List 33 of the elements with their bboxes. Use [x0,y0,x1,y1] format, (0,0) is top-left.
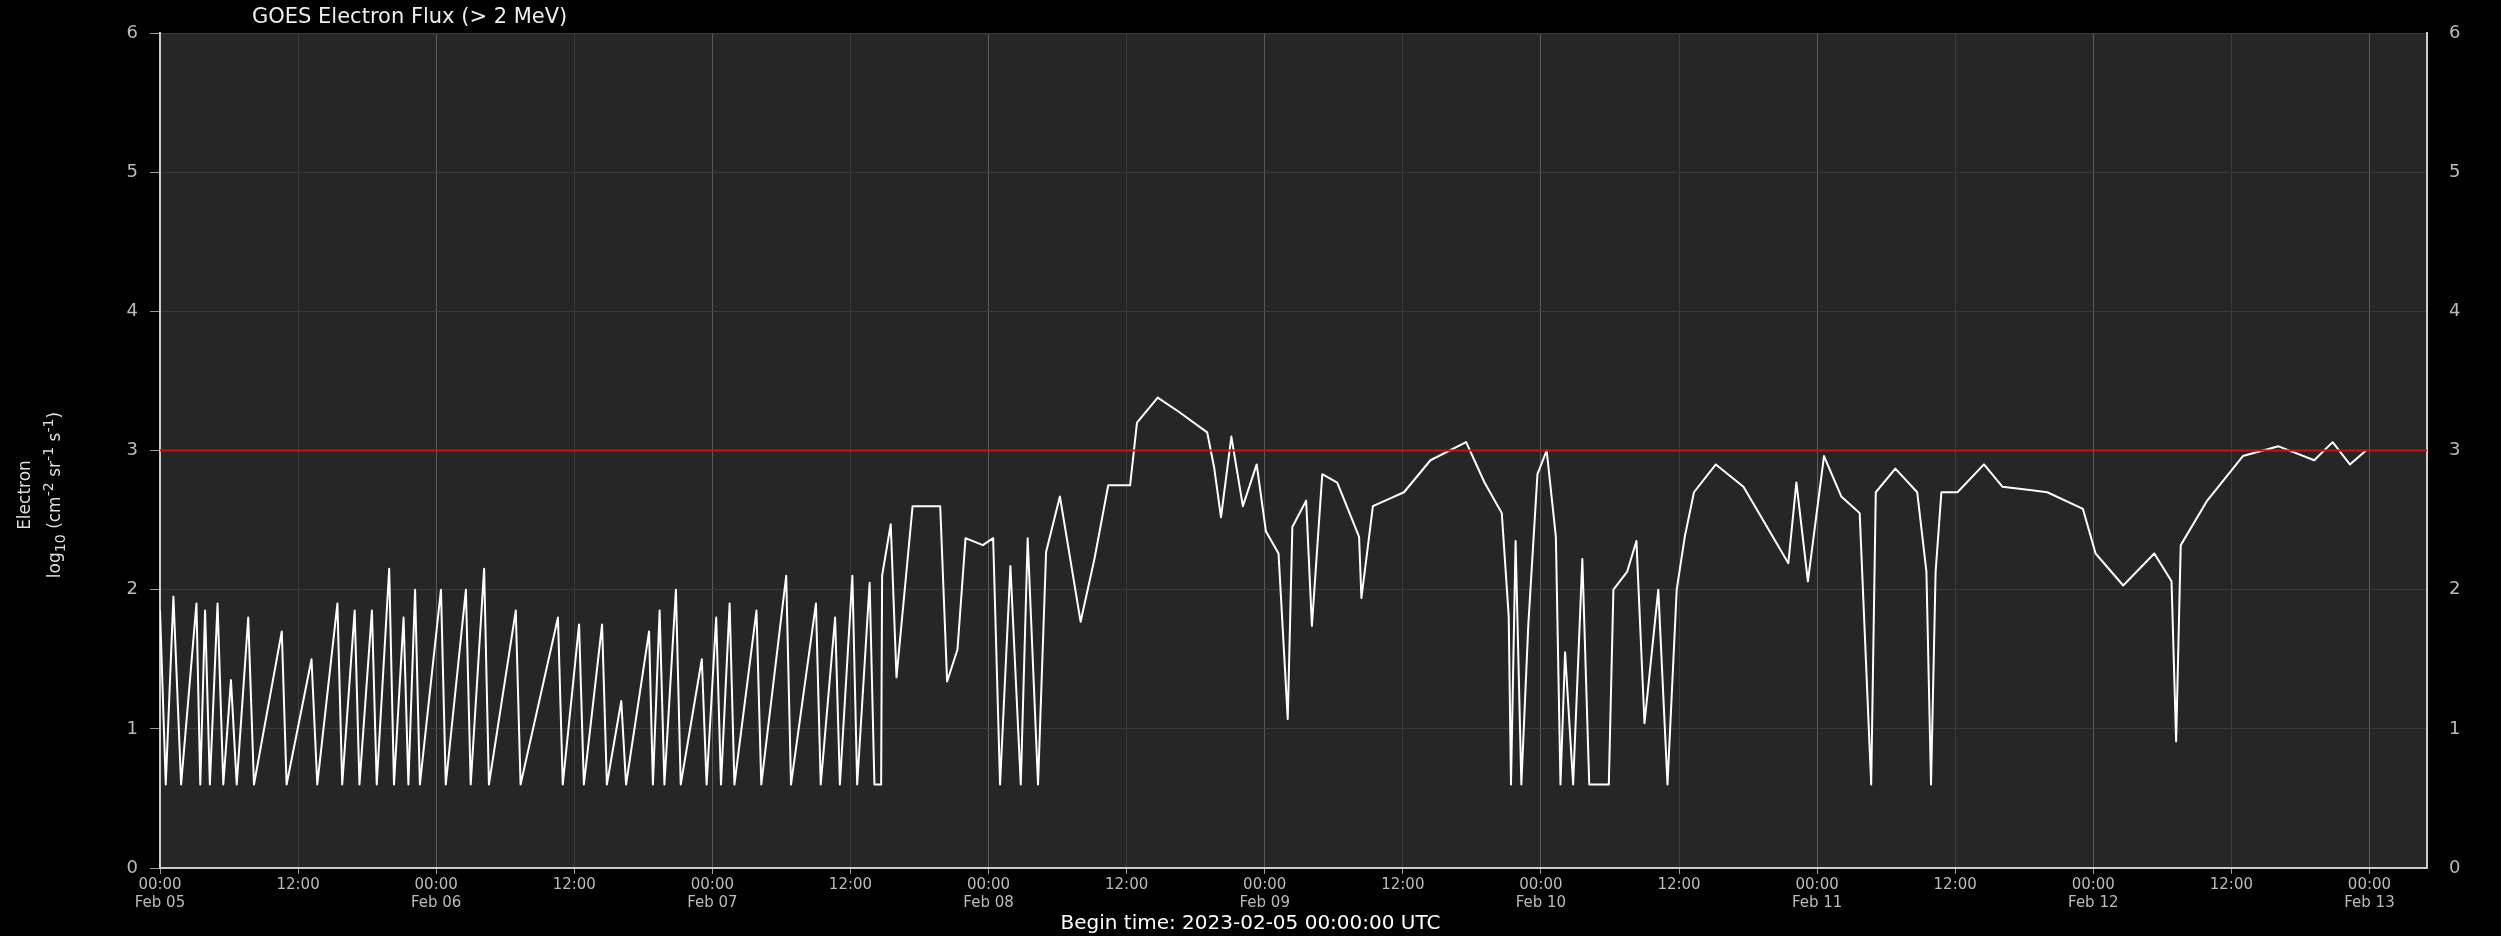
y-tick-label: 6 [126,20,138,42]
x-tick-label: 00:00 Feb 09 [1239,874,1290,911]
x-tick-label: 00:00 Feb 07 [687,874,738,911]
x-tick-label: 00:00 Feb 08 [963,874,1014,911]
chart-title: GOES Electron Flux (> 2 MeV) [252,4,568,28]
y-tick-label: 0 [126,855,138,877]
x-tick-label: 12:00 [828,874,873,893]
x-tick-label: 00:00 Feb 13 [2344,874,2395,911]
y-tick-label: 5 [126,159,138,181]
y-tick-label: 3 [126,438,138,460]
y-tick-label: 1 [126,716,138,738]
x-tick-label: 00:00 Feb 05 [134,874,186,911]
x-tick-label: 00:00 Feb 11 [1791,874,1843,911]
y2-tick-label: 6 [2449,20,2461,42]
x-tick-label: 12:00 [1105,874,1149,893]
x-tick-label: 00:00 Feb 12 [2068,874,2119,911]
y2-tick-label: 0 [2449,855,2461,877]
y2-tick-label: 4 [2449,299,2461,321]
y2-tick-label: 3 [2449,438,2461,460]
x-tick-label: 12:00 [2209,874,2253,893]
text: Begin time: 2023-02-05 00:00:00 UTC [1059,910,1442,934]
x-tick-label: 00:00 Feb 06 [410,874,462,911]
y-tick-label: 4 [126,299,138,321]
y2-tick-label: 2 [2449,577,2461,599]
x-tick-label: 12:00 [1381,874,1425,893]
y2-tick-label: 1 [2449,716,2461,738]
x-tick-label: 12:00 [552,874,596,893]
x-tick-label: 12:00 [1933,874,1977,893]
x-tick-label: 12:00 [276,874,320,893]
y2-tick-label: 5 [2449,159,2461,181]
x-tick-label: 12:00 [1657,874,1701,893]
x-tick-label: 00:00 Feb 10 [1515,874,1567,911]
y-tick-label: 2 [126,577,138,599]
